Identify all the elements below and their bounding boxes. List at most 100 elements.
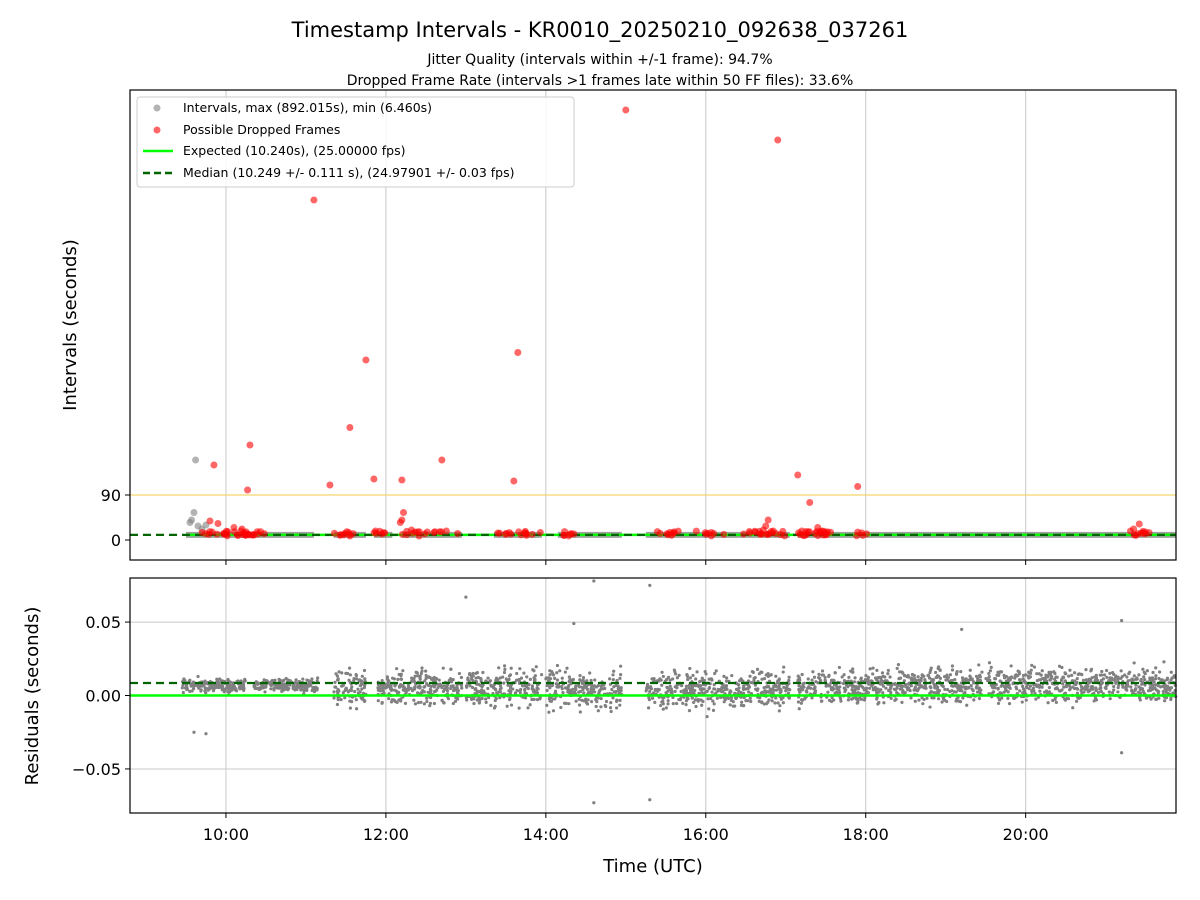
residual-point (1094, 673, 1098, 677)
residual-point (684, 703, 688, 707)
residual-point (922, 686, 926, 690)
residual-point (952, 690, 956, 694)
residual-point (449, 686, 453, 691)
residual-point (1124, 686, 1128, 691)
dropped-frame-point (818, 527, 826, 535)
dropped-frame-point (399, 509, 407, 516)
residual-point (567, 702, 571, 706)
residual-point (284, 676, 288, 681)
residual-point (694, 684, 698, 688)
residual-point (820, 673, 824, 677)
residual-point (811, 670, 815, 674)
residual-point (424, 669, 428, 673)
residual-point (1075, 680, 1079, 685)
dropped-frame-point (210, 461, 218, 469)
residual-point (1116, 690, 1120, 694)
residual-point (582, 691, 586, 695)
residual-point (1062, 685, 1066, 689)
dropped-frame-point (326, 481, 334, 489)
residual-point (665, 685, 669, 689)
residual-point (1167, 681, 1171, 685)
residual-point (507, 674, 511, 678)
residual-point (456, 688, 460, 692)
residual-point (852, 680, 857, 684)
residual-point (337, 670, 341, 674)
dropped-frame-point (720, 530, 728, 538)
residual-point (1049, 674, 1054, 679)
residual-point (598, 688, 602, 692)
residual-point (741, 704, 746, 708)
residual-point (406, 685, 411, 690)
residual-point (666, 689, 670, 693)
residual-point (806, 686, 810, 690)
residual-point (889, 696, 893, 700)
residual-point (562, 701, 567, 705)
residual-point (749, 680, 753, 685)
residual-point (708, 697, 713, 701)
residual-point (350, 699, 354, 704)
residual-point (1103, 686, 1107, 690)
residual-point (779, 688, 783, 692)
residual-point (310, 677, 314, 681)
residual-point (802, 685, 806, 689)
residual-point (648, 689, 652, 694)
residual-point (797, 707, 801, 711)
legend-intervals-marker (153, 104, 161, 112)
dropped-frame-point (751, 528, 759, 536)
residual-point (614, 683, 618, 688)
residual-point (282, 678, 286, 682)
residual-point (1074, 699, 1079, 703)
residual-point (619, 688, 623, 693)
x-tick-label: 16:00 (683, 825, 729, 844)
residual-point (423, 679, 427, 683)
residual-point (440, 698, 444, 702)
residual-point (523, 696, 528, 700)
residual-point (180, 686, 184, 690)
residual-point (1021, 684, 1025, 688)
residual-point (1079, 688, 1083, 693)
residual-point (255, 686, 259, 690)
residual-point (1053, 671, 1057, 675)
residual-point (766, 674, 770, 678)
residual-point (972, 698, 976, 702)
residual-point (594, 704, 598, 709)
residual-point (618, 676, 622, 681)
residual-point (1116, 686, 1120, 690)
residual-point (934, 670, 938, 675)
residual-point (1079, 672, 1083, 676)
residual-point (474, 671, 478, 675)
residual-point (568, 689, 572, 693)
legend-dropped-marker (153, 126, 161, 134)
residual-point (913, 687, 917, 691)
residual-point (1098, 673, 1102, 677)
residual-point (987, 671, 991, 676)
residual-point (1070, 679, 1075, 683)
residual-point (484, 700, 488, 704)
residual-point (305, 688, 309, 692)
residual-point (1127, 671, 1131, 676)
residual-point (688, 676, 692, 680)
legend-median-label: Median (10.249 +/- 0.111 s), (24.97901 +… (183, 165, 514, 180)
residual-point (766, 690, 770, 694)
residual-point (928, 671, 932, 675)
residual-point (781, 670, 785, 674)
dropped-frame-point (234, 532, 242, 540)
residual-point (301, 677, 305, 681)
residual-point (941, 697, 946, 701)
residual-point (712, 702, 716, 706)
residual-point (711, 708, 716, 712)
residual-point (1021, 677, 1025, 681)
residual-point (363, 699, 367, 703)
residual-point (509, 666, 513, 670)
residual-point (831, 678, 835, 682)
residual-point (904, 685, 908, 689)
residual-point (879, 688, 883, 692)
x-tick-label: 14:00 (523, 825, 569, 844)
residual-point (1110, 691, 1115, 695)
residual-point (1006, 696, 1010, 700)
residual-point (464, 684, 469, 688)
dropped-frame-point (380, 529, 388, 537)
residual-point (675, 676, 679, 680)
residual-point (774, 674, 778, 678)
residual-point (812, 691, 817, 695)
